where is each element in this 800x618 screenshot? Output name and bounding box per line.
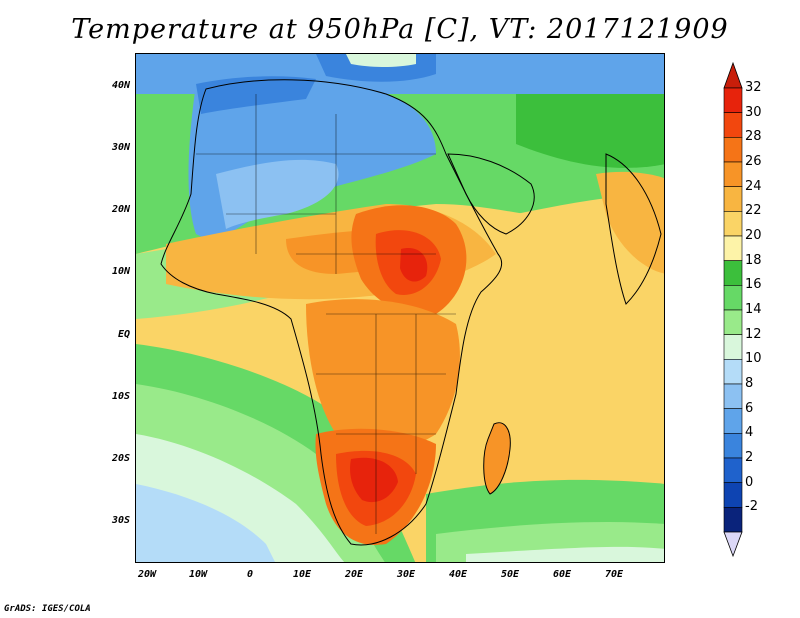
colorbar-label: 32 — [745, 80, 762, 95]
arabia-green-field — [516, 94, 664, 168]
colorbar-cell — [723, 408, 743, 434]
colorbar-cell — [723, 457, 743, 483]
lon-label-30e: 30E — [396, 569, 416, 580]
colorbar-cell — [723, 433, 743, 459]
india-outline — [605, 153, 662, 305]
colorbar-label: 4 — [745, 425, 754, 441]
colorbar-cell — [723, 383, 743, 409]
colorbar-cell — [723, 235, 743, 261]
chart-title: Temperature at 950hPa [C], VT: 201712190… — [71, 14, 729, 45]
colorbar-top-arrow — [723, 62, 743, 89]
colorbar-cell — [723, 87, 743, 113]
sahara-cool-patch — [216, 159, 339, 229]
balkan-snow-patch — [346, 54, 416, 67]
colorbar-cell — [723, 285, 743, 311]
lon-label-50e: 50E — [500, 569, 520, 580]
east-africa-core — [400, 248, 428, 282]
south-atlantic-cold — [136, 484, 275, 562]
colorbar-label: 12 — [745, 326, 762, 342]
lat-label-20s: 20S — [111, 453, 130, 464]
lon-label-20e: 20E — [344, 569, 364, 580]
lon-label-0: 0 — [246, 569, 254, 580]
colorbar-label: 8 — [745, 376, 754, 391]
colorbar-cell — [723, 334, 743, 360]
colorbar-cell — [723, 161, 743, 187]
colorbar — [723, 62, 743, 558]
lon-label-10w: 10W — [188, 569, 208, 580]
colorbar-label: 26 — [745, 154, 762, 169]
colorbar-cell — [723, 137, 743, 163]
kalahari-core — [350, 457, 398, 503]
colorbar-cell — [723, 507, 743, 533]
grads-credit: GrADS: IGES/COLA — [4, 604, 91, 614]
colorbar-cell — [723, 112, 743, 138]
map-plot-area — [135, 53, 665, 563]
lat-label-40n: 40N — [111, 80, 130, 91]
lat-label-30s: 30S — [111, 515, 130, 526]
lat-label-eq: EQ — [117, 329, 130, 340]
colorbar-label: 16 — [745, 277, 762, 293]
lon-label-20w: 20W — [137, 569, 157, 580]
colorbar-label: 28 — [745, 129, 762, 145]
colorbar-cell — [723, 309, 743, 335]
lon-label-60e: 60E — [552, 569, 572, 580]
colorbar-label: 14 — [745, 302, 762, 317]
colorbar-label: -2 — [745, 499, 758, 515]
india-warm — [596, 171, 664, 274]
colorbar-label: 2 — [745, 450, 754, 465]
country-borders — [196, 94, 456, 534]
lat-label-10s: 10S — [111, 391, 130, 402]
colorbar-label: 6 — [745, 400, 754, 416]
colorbar-bottom-arrow — [723, 531, 743, 558]
madagascar-outline — [483, 422, 511, 495]
colorbar-cell — [723, 260, 743, 286]
colorbar-cells — [723, 62, 743, 558]
africa-coastline — [160, 79, 503, 546]
colorbar-cell — [723, 359, 743, 385]
madagascar — [483, 422, 511, 494]
arabian-peninsula-outline — [447, 153, 535, 235]
colorbar-label: 18 — [745, 252, 762, 268]
south-indian-cool — [466, 546, 664, 562]
colorbar-label: 10 — [745, 351, 762, 367]
colorbar-cell — [723, 211, 743, 237]
colorbar-label: 0 — [745, 474, 754, 490]
lon-label-40e: 40E — [448, 569, 468, 580]
colorbar-label: 24 — [745, 178, 762, 194]
lat-label-30n: 30N — [111, 142, 130, 153]
colorbar-label: 20 — [745, 228, 762, 243]
colorbar-label: 30 — [745, 104, 762, 120]
lon-label-10e: 10E — [292, 569, 312, 580]
lat-label-10n: 10N — [111, 266, 130, 277]
colorbar-cell — [723, 186, 743, 212]
colorbar-label: 22 — [745, 203, 762, 219]
temperature-map — [136, 54, 664, 562]
lon-label-70e: 70E — [604, 569, 624, 580]
colorbar-cell — [723, 482, 743, 508]
lat-label-20n: 20N — [111, 204, 130, 215]
